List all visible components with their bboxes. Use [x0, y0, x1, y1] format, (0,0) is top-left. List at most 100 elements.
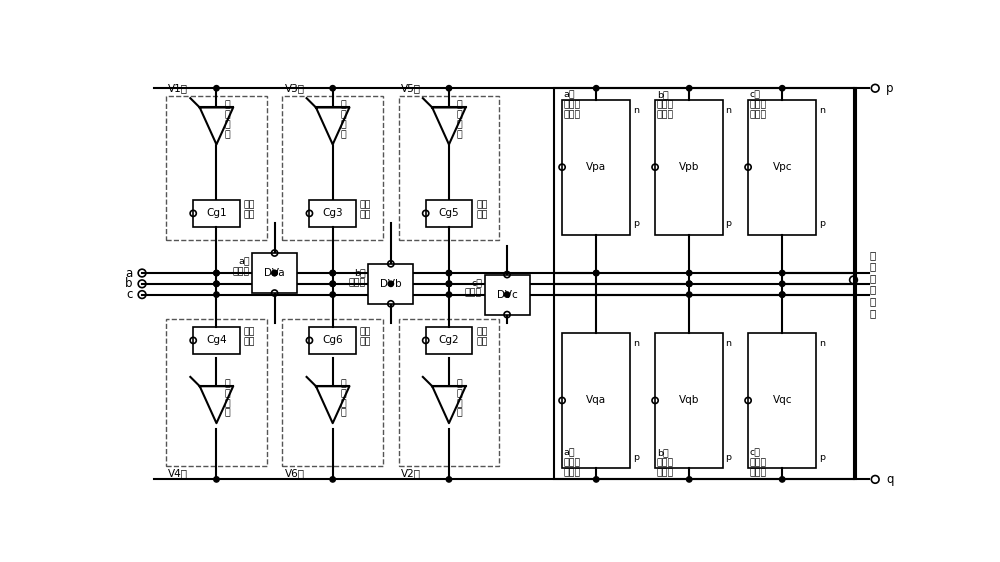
Circle shape	[214, 281, 219, 287]
Text: Cg1: Cg1	[206, 209, 227, 219]
Bar	[562, 333, 630, 468]
Text: 晶
闸
管
阀: 晶 闸 管 阀	[340, 379, 346, 418]
Text: V1阀: V1阀	[168, 84, 188, 94]
Text: DVb: DVb	[380, 279, 402, 289]
Circle shape	[779, 292, 785, 297]
Circle shape	[330, 270, 335, 276]
Text: Cg3: Cg3	[322, 209, 343, 219]
Text: Cg4: Cg4	[206, 336, 227, 346]
Bar	[282, 96, 383, 240]
Text: 谐振
回路: 谐振 回路	[244, 327, 255, 346]
Text: V6阀: V6阀	[285, 468, 305, 478]
Bar	[252, 253, 297, 293]
Text: V3阀: V3阀	[285, 84, 305, 94]
Circle shape	[686, 281, 692, 287]
Bar	[399, 319, 499, 465]
Circle shape	[446, 292, 452, 297]
Text: 谐振
回路: 谐振 回路	[244, 200, 255, 219]
Circle shape	[686, 292, 692, 297]
Circle shape	[446, 477, 452, 482]
Text: DVc: DVc	[497, 289, 517, 300]
Text: Cg6: Cg6	[322, 336, 343, 346]
Text: 晶
闸
管
阀: 晶 闸 管 阀	[457, 101, 462, 139]
Circle shape	[593, 85, 599, 91]
Circle shape	[272, 270, 277, 276]
Text: p: p	[726, 452, 732, 461]
Bar	[193, 200, 240, 227]
Polygon shape	[432, 107, 466, 144]
Text: Vpa: Vpa	[586, 162, 606, 172]
Text: p: p	[633, 452, 639, 461]
Circle shape	[214, 270, 219, 276]
Text: b相
双向阀: b相 双向阀	[349, 268, 366, 287]
Text: p: p	[819, 452, 825, 461]
Bar	[748, 100, 816, 234]
Bar	[193, 327, 240, 354]
Circle shape	[388, 281, 394, 287]
Circle shape	[446, 281, 452, 287]
Circle shape	[330, 292, 335, 297]
Text: 晶
闸
管
阀: 晶 闸 管 阀	[224, 101, 230, 139]
Text: c: c	[126, 288, 133, 301]
Bar	[166, 96, 267, 240]
Bar	[485, 275, 530, 315]
Circle shape	[446, 270, 452, 276]
Text: Vqa: Vqa	[586, 396, 606, 405]
Bar	[426, 200, 472, 227]
Text: a相
双向阀: a相 双向阀	[233, 257, 250, 276]
Circle shape	[446, 281, 452, 287]
Text: c相
上桥臂
辅助阀: c相 上桥臂 辅助阀	[750, 90, 767, 119]
Bar	[309, 327, 356, 354]
Bar	[562, 100, 630, 234]
Circle shape	[330, 270, 335, 276]
Circle shape	[330, 281, 335, 287]
Text: n: n	[633, 339, 639, 348]
Circle shape	[214, 281, 219, 287]
Text: 晶
闸
管
阀: 晶 闸 管 阀	[457, 379, 462, 418]
Text: Vpb: Vpb	[679, 162, 699, 172]
Text: V5阀: V5阀	[401, 84, 421, 94]
Text: q: q	[886, 473, 894, 486]
Text: Cg5: Cg5	[439, 209, 459, 219]
Text: Vpc: Vpc	[772, 162, 792, 172]
Text: 晶
闸
管
阀: 晶 闸 管 阀	[340, 101, 346, 139]
Circle shape	[779, 281, 785, 287]
Bar	[282, 319, 383, 465]
Text: V4阀: V4阀	[168, 468, 188, 478]
Text: b: b	[125, 277, 133, 291]
Polygon shape	[432, 386, 466, 423]
Text: a: a	[126, 266, 133, 279]
Text: 谐振
回路: 谐振 回路	[360, 200, 371, 219]
Circle shape	[593, 270, 599, 276]
Bar	[309, 200, 356, 227]
Text: Vqc: Vqc	[772, 396, 792, 405]
Bar	[554, 88, 856, 479]
Text: n: n	[633, 106, 639, 115]
Circle shape	[446, 281, 452, 287]
Circle shape	[779, 85, 785, 91]
Text: n: n	[726, 106, 732, 115]
Polygon shape	[200, 386, 233, 423]
Bar	[655, 100, 723, 234]
Text: 晶
闸
管
阀: 晶 闸 管 阀	[224, 379, 230, 418]
Circle shape	[330, 281, 335, 287]
Text: p: p	[726, 219, 732, 228]
Circle shape	[214, 292, 219, 297]
Circle shape	[779, 270, 785, 276]
Text: p: p	[633, 219, 639, 228]
Text: Vqb: Vqb	[679, 396, 699, 405]
Text: a相
上桥臂
辅助阀: a相 上桥臂 辅助阀	[564, 90, 581, 119]
Circle shape	[504, 292, 510, 297]
Text: p: p	[819, 219, 825, 228]
Circle shape	[779, 292, 785, 297]
Text: n: n	[819, 106, 825, 115]
Bar	[399, 96, 499, 240]
Text: V2阀: V2阀	[401, 468, 421, 478]
Polygon shape	[200, 107, 233, 144]
Circle shape	[272, 270, 277, 276]
Text: a相
下桥臂
辅助阀: a相 下桥臂 辅助阀	[564, 448, 581, 477]
Bar	[368, 264, 413, 304]
Text: n: n	[819, 339, 825, 348]
Circle shape	[214, 85, 219, 91]
Text: c相
下桥臂
辅助阀: c相 下桥臂 辅助阀	[750, 448, 767, 477]
